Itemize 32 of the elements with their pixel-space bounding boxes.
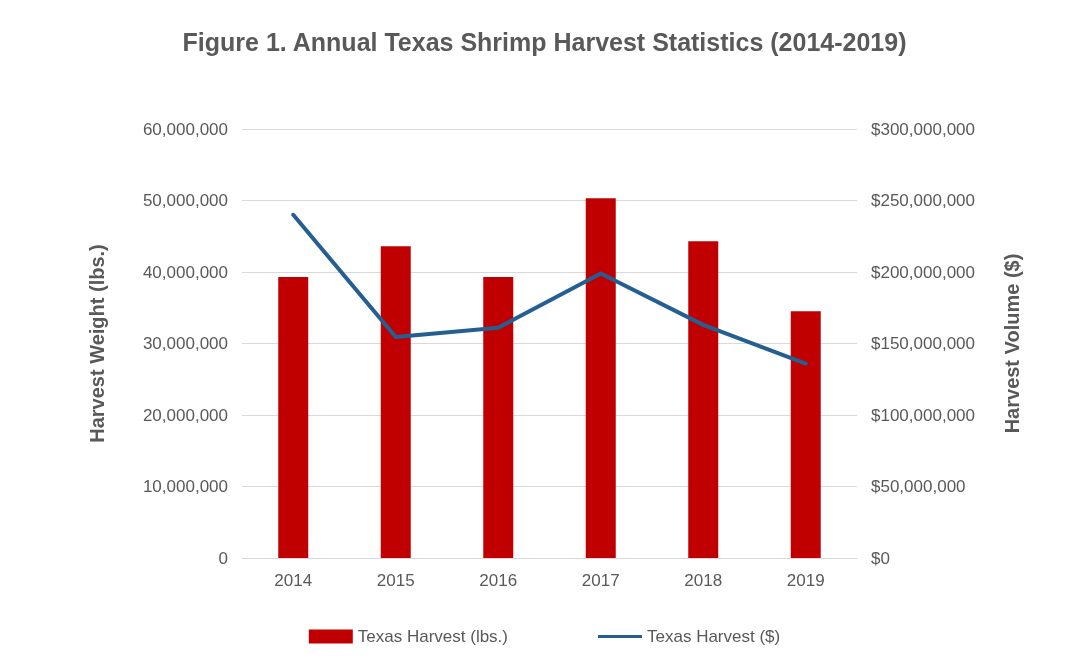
y2-tick-label: $300,000,000 [871,119,975,139]
bar [278,277,309,558]
x-tick-label: 2018 [684,571,723,590]
y2-tick-label: $0 [871,548,890,568]
y-tick-label: 40,000,000 [142,262,228,282]
y-tick-label: 60,000,000 [142,119,228,139]
y2-tick-label: $150,000,000 [871,334,975,353]
x-tick-label: 2014 [274,571,313,590]
y-tick-label: 20,000,000 [142,405,228,425]
y2-tick-label: $50,000,000 [871,477,966,496]
y2-axis-title: Harvest Volume ($) [1001,253,1023,434]
bar [688,241,719,558]
x-tick-label: 2019 [786,571,825,590]
bar [585,198,616,558]
x-tick-label: 2016 [479,571,518,590]
y-tick-label: 10,000,000 [142,477,228,496]
y2-tick-label: $100,000,000 [871,405,975,425]
y2-tick-label: $200,000,000 [871,262,975,282]
y-axis-title: Harvest Weight (lbs.) [86,244,108,443]
line-series [291,212,808,366]
chart-title: Figure 1. Annual Texas Shrimp Harvest Statistics (2014-2019) [182,27,907,56]
bar [380,246,411,558]
bar [790,311,821,558]
x-tick-label: 2017 [581,571,620,590]
y2-tick-label: $250,000,000 [871,191,975,210]
bar [483,277,514,558]
legend-label: Texas Harvest ($) [647,627,781,646]
y-tick-label: 0 [218,548,228,568]
y-tick-label: 30,000,000 [142,334,228,353]
y-tick-label: 50,000,000 [142,191,228,210]
legend-label: Texas Harvest (lbs.) [357,627,508,646]
x-tick-label: 2015 [376,571,415,590]
